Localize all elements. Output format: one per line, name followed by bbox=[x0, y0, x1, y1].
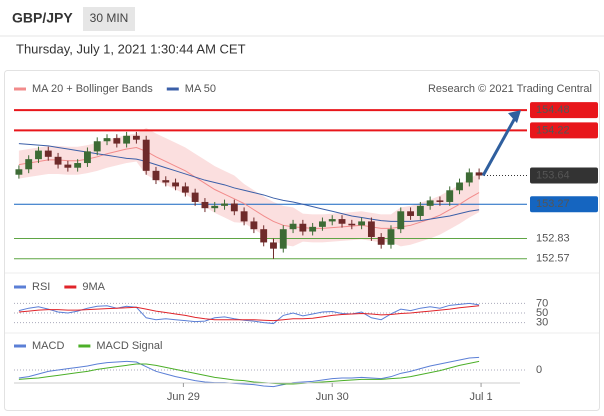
candle-body bbox=[436, 200, 444, 202]
candle-body bbox=[446, 190, 454, 202]
level-label: 154.48 bbox=[536, 104, 570, 116]
candle-body bbox=[465, 172, 473, 183]
candle-body bbox=[328, 219, 336, 222]
y-tick-label: 50 bbox=[536, 307, 548, 319]
candle-body bbox=[35, 150, 42, 160]
level-label: 152.83 bbox=[536, 232, 570, 244]
candle-body bbox=[319, 221, 326, 227]
candle-body bbox=[230, 203, 238, 212]
copyright: Research © 2021 Trading Central bbox=[428, 83, 592, 95]
timestamp: Thursday, July 1, 2021 1:30:44 AM CET bbox=[16, 41, 246, 56]
candle-body bbox=[377, 236, 385, 245]
candle-body bbox=[221, 203, 228, 206]
candle-body bbox=[358, 221, 366, 226]
candle-body bbox=[201, 201, 209, 209]
level-label: 153.27 bbox=[536, 198, 570, 210]
candle-body bbox=[54, 156, 62, 165]
candle-body bbox=[348, 223, 356, 226]
candle-body bbox=[123, 135, 131, 144]
x-tick-label: Jun 29 bbox=[167, 391, 200, 403]
candle-body bbox=[397, 211, 405, 230]
target-arrow-head bbox=[508, 110, 521, 124]
chart-frame bbox=[4, 70, 600, 411]
candle-body bbox=[74, 163, 82, 168]
candle-body bbox=[338, 219, 346, 224]
legend-label: MACD Signal bbox=[96, 340, 162, 352]
indicator-line bbox=[18, 302, 480, 325]
candle-body bbox=[64, 164, 72, 168]
candle-body bbox=[240, 211, 248, 222]
candle-body bbox=[279, 229, 287, 249]
candle-body bbox=[250, 221, 258, 230]
x-tick-label: Jun 30 bbox=[316, 391, 349, 403]
candle-body bbox=[25, 159, 33, 170]
level-label-box bbox=[530, 102, 598, 119]
interval-label[interactable]: 30 MIN bbox=[90, 11, 129, 25]
candle-body bbox=[152, 170, 160, 181]
candle-body bbox=[44, 150, 52, 157]
symbol: GBP/JPY bbox=[12, 10, 73, 26]
y-tick-label: 70 bbox=[536, 297, 548, 309]
interval-tab[interactable] bbox=[83, 7, 135, 31]
candle-body bbox=[270, 242, 277, 249]
candle-body bbox=[426, 200, 434, 206]
legend-label: RSI bbox=[32, 281, 50, 293]
current-price-label: 153.64 bbox=[536, 169, 570, 181]
candle-body bbox=[260, 229, 268, 243]
candle-body bbox=[456, 182, 463, 191]
candle-body bbox=[15, 169, 23, 175]
legend-label: MA 20 + Bollinger Bands bbox=[32, 83, 153, 95]
candle-body bbox=[142, 139, 150, 171]
current-price-box bbox=[530, 167, 598, 184]
candle-body bbox=[181, 186, 189, 193]
indicator-line bbox=[18, 360, 480, 385]
legend-label: MACD bbox=[32, 340, 64, 352]
bollinger-band bbox=[18, 128, 480, 247]
candle-body bbox=[309, 226, 317, 232]
candle-body bbox=[299, 223, 307, 232]
legend-label: 9MA bbox=[82, 281, 105, 293]
candle-body bbox=[103, 138, 111, 142]
candle-body bbox=[475, 172, 483, 176]
candle-body bbox=[407, 211, 414, 216]
candle-body bbox=[191, 192, 199, 202]
candle-body bbox=[416, 205, 424, 216]
candle-body bbox=[172, 182, 179, 187]
level-label-box bbox=[530, 196, 598, 213]
candle-body bbox=[84, 151, 91, 164]
legend-label: MA 50 bbox=[185, 83, 216, 95]
candle-body bbox=[93, 141, 101, 152]
level-label: 154.22 bbox=[536, 124, 570, 136]
candle-body bbox=[132, 135, 140, 140]
candle-body bbox=[113, 138, 121, 144]
level-label: 152.57 bbox=[536, 253, 570, 265]
indicator-line bbox=[18, 305, 480, 322]
y-tick-label: 30 bbox=[536, 317, 548, 329]
level-label-box bbox=[530, 122, 598, 139]
candle-body bbox=[289, 223, 297, 230]
candle-body bbox=[367, 221, 375, 237]
candle-body bbox=[162, 180, 170, 183]
target-arrow bbox=[481, 115, 518, 177]
x-tick-label: Jul 1 bbox=[469, 391, 492, 403]
candle-body bbox=[211, 205, 219, 209]
y-tick-label: 0 bbox=[536, 364, 542, 376]
indicator-line bbox=[18, 356, 480, 388]
candle-body bbox=[387, 229, 395, 245]
